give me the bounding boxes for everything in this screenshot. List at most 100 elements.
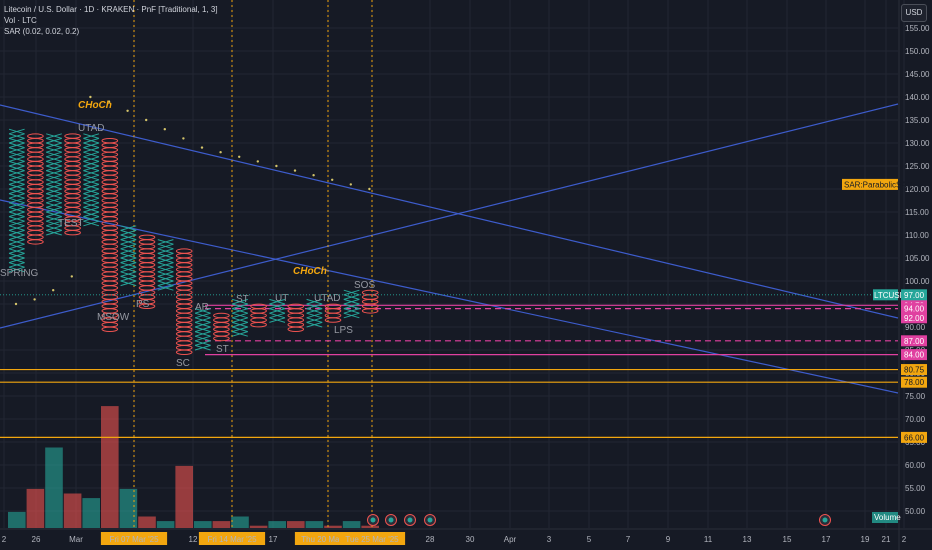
o-box [250, 303, 267, 309]
x-box [83, 165, 100, 172]
o-box [27, 133, 44, 139]
chart-legend: Litecoin / U.S. Dollar · 1D · KRAKEN · P… [4, 4, 218, 37]
sar-dot [182, 137, 185, 140]
time-tick: 17 [822, 535, 831, 544]
x-box [194, 331, 211, 337]
x-box [120, 248, 137, 254]
level-tag-bg [901, 303, 927, 315]
x-box [120, 271, 137, 277]
time-marker-label: Fri 07 Mar '25 [109, 535, 159, 544]
annotation-utad: UTAD [78, 123, 104, 134]
sar-dot [219, 151, 222, 154]
volume-bar [175, 465, 193, 528]
x-box [157, 262, 174, 268]
x-box [120, 239, 137, 245]
volume-axis-label: Volume [872, 512, 901, 523]
x-box [83, 174, 100, 181]
x-box [83, 202, 100, 208]
volume-bar [138, 516, 156, 528]
x-box [8, 174, 25, 181]
x-box [157, 252, 174, 259]
annotation-ps: PS [136, 299, 150, 310]
x-box [83, 133, 100, 139]
x-box [306, 308, 323, 314]
sar-dot [52, 289, 55, 292]
currency-button[interactable]: USD [901, 4, 927, 22]
volume-bar [45, 447, 63, 528]
x-box [83, 220, 100, 227]
volume-bar [361, 525, 379, 528]
x-box [8, 147, 25, 153]
level-tag-bg [901, 431, 927, 443]
level-tag: 80.75 [904, 366, 925, 375]
sar-dot [89, 95, 92, 99]
x-box [83, 188, 100, 195]
x-box [120, 252, 137, 259]
x-box [194, 335, 211, 342]
sar-dot [238, 155, 241, 158]
last-price-tag: 97.00 [904, 291, 925, 300]
x-box [83, 160, 100, 167]
x-box [120, 275, 137, 282]
time-tick: Mar [69, 535, 83, 544]
x-box [157, 257, 174, 264]
x-box [120, 234, 137, 241]
x-box [46, 202, 62, 208]
volume-bar [305, 521, 324, 528]
x-box [46, 147, 62, 153]
x-box [157, 285, 174, 291]
x-box [232, 308, 248, 314]
time-tick: 28 [426, 535, 435, 544]
x-box [8, 165, 25, 172]
sar-dot [163, 128, 166, 131]
time-tick: Apr [504, 535, 517, 544]
time-tick: 26 [32, 535, 41, 544]
x-box [8, 266, 25, 273]
o-box [324, 303, 342, 309]
symbol-title[interactable]: Litecoin / U.S. Dollar · 1D · KRAKEN · P… [4, 5, 218, 14]
level-tag-bg [901, 335, 927, 347]
time-marker-bg [198, 532, 266, 545]
x-box [46, 183, 62, 190]
sar-legend[interactable]: SAR (0.02, 0.02, 0.2) [4, 27, 80, 36]
price-tick: 60.00 [905, 461, 926, 470]
x-box [232, 317, 248, 323]
x-box [194, 321, 211, 328]
x-box [8, 183, 25, 190]
x-box [194, 326, 211, 333]
pnf-columns [8, 128, 379, 355]
x-box [157, 271, 174, 277]
sar-dot [293, 169, 297, 172]
volume-bar [324, 525, 342, 528]
annotation-spring: SPRING [0, 268, 39, 279]
level-tag: 94.00 [904, 305, 925, 314]
x-box [120, 243, 137, 250]
volume-bar [101, 406, 119, 528]
time-marker-bg [100, 532, 168, 545]
volume-bar [342, 521, 361, 528]
sar-dot [275, 164, 278, 168]
x-box [83, 216, 100, 222]
x-box [157, 266, 174, 273]
sar-dot [145, 118, 148, 122]
sar-dot [14, 302, 18, 306]
sar-dot [349, 183, 352, 186]
x-box [232, 312, 248, 319]
x-box [306, 298, 323, 305]
level-tag: 66.00 [904, 433, 925, 442]
time-tick: 7 [626, 535, 631, 544]
time-tick: 17 [269, 535, 278, 544]
price-tick: 55.00 [905, 484, 926, 493]
x-box [343, 289, 360, 296]
x-box [46, 197, 62, 204]
time-tick: 12 [189, 535, 198, 544]
price-tick: 130.00 [905, 139, 930, 148]
x-box [157, 243, 174, 250]
volume-bar [231, 516, 249, 528]
volume-bar [26, 488, 45, 528]
sar-dot [107, 100, 111, 103]
x-box [8, 225, 25, 231]
volume-legend[interactable]: Vol · LTC [4, 16, 37, 25]
x-box [46, 225, 62, 231]
